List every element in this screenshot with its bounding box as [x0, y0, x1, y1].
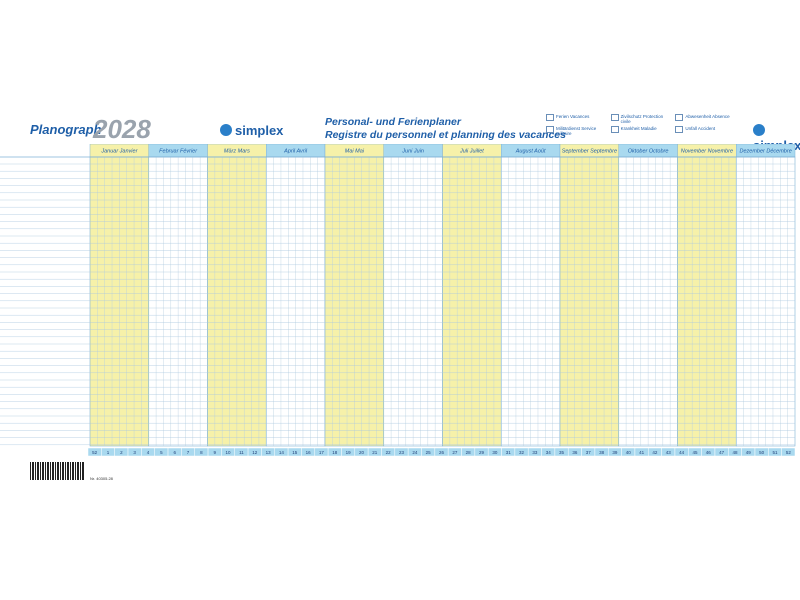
month-label: Juni Juin: [401, 149, 424, 155]
week-number: 22: [386, 450, 392, 455]
month-label: Juli Juillet: [459, 149, 484, 155]
week-number: 26: [439, 450, 445, 455]
article-number: Nr. 40305.28: [90, 476, 113, 481]
barcode: [30, 462, 85, 480]
week-number: 50: [759, 450, 765, 455]
week-number: 42: [652, 450, 658, 455]
week-number: 21: [372, 450, 378, 455]
week-number: 33: [532, 450, 538, 455]
week-number: 52: [786, 450, 792, 455]
month-label: April Avril: [283, 149, 308, 155]
planner-grid: Januar Janvier Februar Février März Mars Ap…: [0, 144, 796, 457]
legend-label: Abwesenheit Absence: [685, 114, 730, 119]
week-number: 34: [546, 450, 552, 455]
month-label: Mai Mai: [345, 149, 365, 155]
title-fr: Registre du personnel et planning des va…: [325, 129, 566, 141]
month-label: September Septembre: [562, 149, 617, 155]
logo: simplex: [220, 123, 283, 138]
week-number: 6: [173, 450, 176, 455]
week-number: 28: [466, 450, 472, 455]
week-number: 43: [666, 450, 672, 455]
week-number: 46: [706, 450, 712, 455]
legend-label: Ferien Vacances: [556, 114, 590, 119]
legend-label: Militärdienst Service militaire: [556, 126, 597, 136]
week-number: 32: [519, 450, 525, 455]
week-number: 27: [452, 450, 458, 455]
week-number: 52: [92, 450, 98, 455]
week-number: 23: [399, 450, 405, 455]
week-number: 13: [266, 450, 272, 455]
legend-item: Unfall Accident: [675, 126, 736, 136]
week-number: 38: [599, 450, 605, 455]
week-number: 19: [346, 450, 352, 455]
month-label: Februar Février: [159, 149, 198, 155]
week-number: 31: [506, 450, 512, 455]
legend-item: Militärdienst Service militaire: [546, 126, 607, 136]
title-de: Personal- und Ferienplaner: [325, 116, 461, 128]
legend-item: Ferien Vacances: [546, 114, 607, 124]
brand: Planograph: [30, 122, 102, 137]
year: 2028: [93, 114, 151, 144]
month-label: November Novembre: [681, 149, 733, 155]
week-number: 7: [187, 450, 190, 455]
legend-label: Unfall Accident: [685, 126, 716, 131]
week-number: 10: [226, 450, 232, 455]
week-number: 37: [586, 450, 592, 455]
month-label: Oktober Octobre: [628, 149, 669, 155]
week-number: 36: [572, 450, 578, 455]
week-number: 5: [160, 450, 163, 455]
week-number: 12: [252, 450, 258, 455]
week-number: 15: [292, 450, 298, 455]
week-number: 20: [359, 450, 365, 455]
week-number: 35: [559, 450, 565, 455]
week-number: 25: [426, 450, 432, 455]
week-number: 49: [746, 450, 752, 455]
week-number: 30: [492, 450, 498, 455]
legend: Ferien Vacances Zivilschutz Protection ci…: [546, 114, 736, 136]
week-number: 2: [120, 450, 123, 455]
week-number: 51: [772, 450, 778, 455]
week-number: 4: [147, 450, 150, 455]
week-number: 11: [239, 450, 244, 455]
week-number: 41: [639, 450, 645, 455]
month-label: August Août: [515, 149, 546, 155]
legend-item: Krankheit Maladie: [610, 126, 672, 136]
week-cell: [781, 447, 796, 457]
week-number: 29: [479, 450, 485, 455]
week-number: 3: [133, 450, 136, 455]
week-number: 1: [107, 450, 110, 455]
week-number: 45: [692, 450, 698, 455]
week-number: 39: [612, 450, 618, 455]
legend-item: Zivilschutz Protection civile: [610, 114, 672, 124]
week-number: 8: [200, 450, 203, 455]
week-number: 18: [332, 450, 338, 455]
week-number: 44: [679, 450, 685, 455]
week-number: 17: [319, 450, 325, 455]
legend-label: Zivilschutz Protection civile: [620, 114, 664, 124]
legend-item: Abwesenheit Absence: [675, 114, 736, 124]
week-number: 40: [626, 450, 632, 455]
week-number: 48: [732, 450, 738, 455]
month-label: Dezember Décembre: [739, 149, 791, 155]
week-number: 9: [213, 450, 216, 455]
legend-label: Krankheit Maladie: [620, 126, 657, 131]
week-number: 14: [279, 450, 285, 455]
week-number: 47: [719, 450, 725, 455]
month-label: März Mars: [224, 149, 250, 155]
week-number: 16: [306, 450, 312, 455]
week-number: 24: [412, 450, 418, 455]
month-label: Januar Janvier: [100, 149, 138, 155]
